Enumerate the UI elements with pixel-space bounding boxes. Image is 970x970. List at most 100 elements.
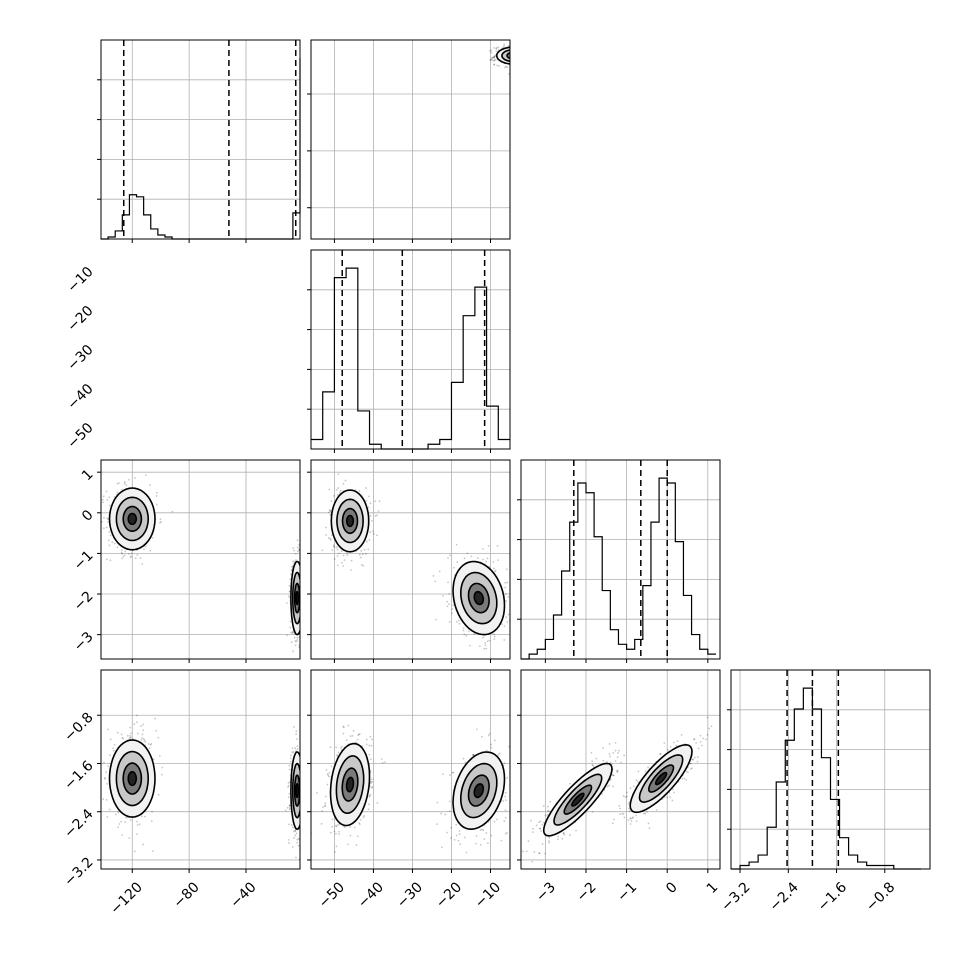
sample-point — [522, 53, 524, 55]
sample-point — [512, 55, 514, 57]
sample-point — [149, 743, 152, 746]
sample-point — [530, 65, 532, 67]
sample-point — [328, 508, 331, 511]
sample-point — [373, 532, 375, 535]
sample-point — [518, 56, 520, 58]
sample-point — [52, 107, 54, 109]
sample-point — [523, 49, 525, 51]
sample-point — [288, 808, 291, 811]
sample-point — [63, 104, 65, 106]
sample-point — [531, 59, 533, 61]
sample-point — [523, 60, 525, 62]
sample-point — [291, 631, 294, 633]
sample-point — [301, 647, 303, 649]
sample-point — [88, 105, 90, 107]
sample-point — [376, 801, 379, 804]
sample-point — [69, 104, 71, 106]
sample-point — [523, 55, 525, 57]
sample-point — [495, 47, 498, 49]
sample-point — [358, 553, 361, 556]
sample-point — [612, 774, 615, 777]
sample-point — [516, 53, 518, 55]
sample-point — [57, 99, 59, 101]
sample-point — [493, 56, 496, 59]
sample-point — [527, 48, 529, 50]
sample-point — [378, 500, 381, 503]
sample-point — [70, 101, 72, 103]
sample-point — [342, 725, 345, 728]
sample-point — [98, 101, 100, 103]
sample-point — [129, 556, 132, 559]
sample-point — [28, 109, 30, 111]
sample-point — [154, 717, 156, 720]
sample-point — [339, 489, 342, 492]
sample-point — [79, 102, 81, 104]
sample-point — [447, 557, 449, 559]
sample-point — [84, 98, 86, 100]
sample-point — [294, 834, 297, 837]
sample-point — [129, 726, 132, 729]
sample-point — [116, 731, 119, 734]
sample-point — [463, 557, 466, 560]
sample-point — [467, 630, 470, 633]
sample-point — [519, 51, 521, 53]
sample-point — [136, 824, 139, 826]
sample-point — [121, 552, 124, 555]
sample-point — [108, 496, 111, 499]
sample-point — [294, 829, 297, 832]
sample-point — [536, 54, 538, 56]
sample-point — [96, 104, 98, 106]
sample-point — [59, 107, 61, 109]
sample-point — [331, 549, 334, 552]
sample-point — [511, 58, 513, 60]
sample-point — [512, 54, 514, 56]
sample-point — [475, 842, 477, 845]
sample-point — [370, 786, 373, 789]
density-contour — [345, 514, 355, 528]
sample-point — [294, 829, 297, 832]
sample-point — [511, 595, 513, 597]
sample-point — [302, 807, 304, 809]
sample-point — [590, 751, 593, 754]
sample-point — [38, 103, 40, 105]
sample-point — [521, 53, 523, 55]
sample-point — [330, 538, 332, 541]
sample-point — [506, 66, 509, 69]
sample-point — [524, 51, 526, 53]
sample-point — [511, 62, 513, 64]
sample-point — [344, 479, 347, 482]
sample-point — [130, 552, 133, 555]
sample-point — [155, 729, 158, 732]
sample-point — [130, 95, 132, 97]
sample-point — [296, 546, 299, 549]
sample-point — [472, 753, 475, 756]
sample-point — [301, 631, 303, 633]
sample-point — [58, 107, 60, 109]
sample-point — [523, 51, 525, 53]
sample-point — [482, 636, 484, 639]
sample-point — [516, 59, 518, 61]
sample-point — [301, 815, 303, 817]
sample-point — [87, 108, 89, 110]
sample-point — [526, 54, 528, 56]
sample-point — [103, 98, 105, 100]
sample-point — [493, 63, 496, 66]
sample-point — [87, 99, 89, 101]
sample-point — [513, 54, 515, 56]
sample-point — [98, 520, 100, 522]
sample-point — [27, 107, 29, 109]
sample-point — [130, 100, 132, 102]
sample-point — [533, 52, 535, 54]
sample-point — [478, 645, 481, 648]
sample-point — [517, 55, 519, 57]
sample-point — [333, 851, 336, 853]
sample-point — [463, 836, 466, 839]
sample-point — [11, 110, 13, 112]
sample-point — [368, 795, 371, 798]
sample-point — [458, 830, 461, 832]
sample-point — [84, 107, 86, 109]
sample-point — [515, 52, 517, 54]
sample-point — [513, 68, 515, 70]
sample-point — [525, 51, 527, 53]
sample-point — [563, 833, 566, 836]
